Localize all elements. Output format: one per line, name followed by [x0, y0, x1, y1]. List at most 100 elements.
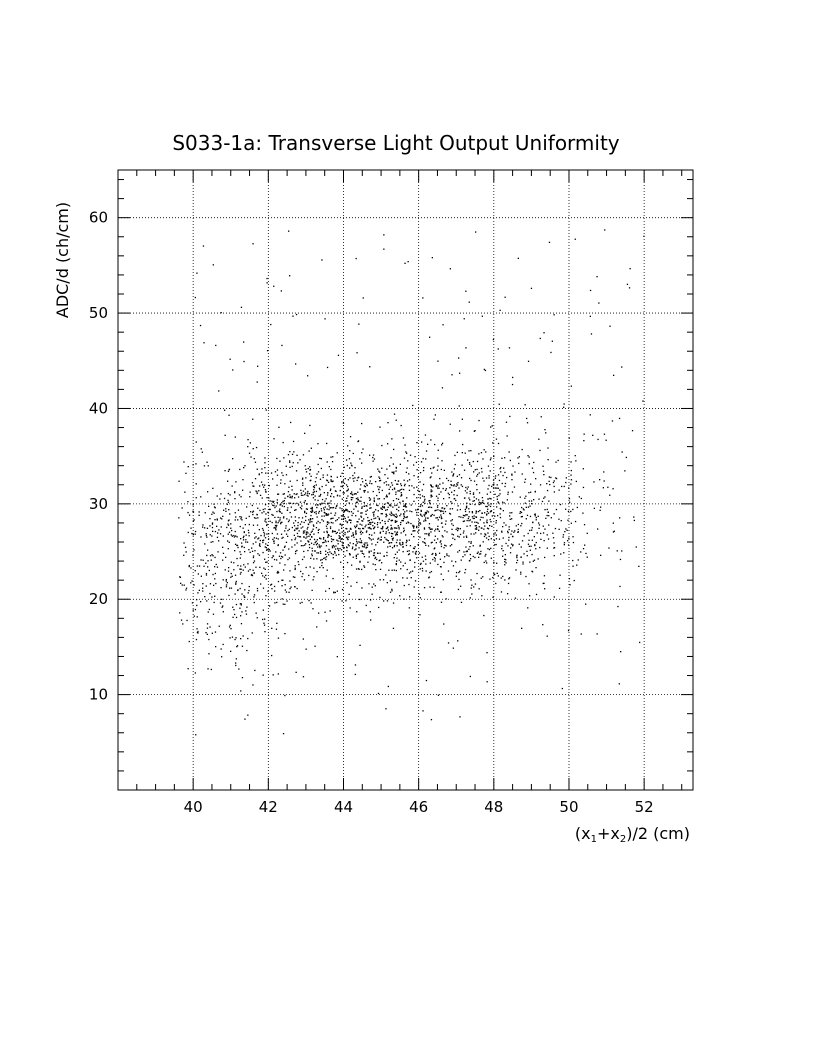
data-point: [495, 522, 497, 524]
data-point: [325, 558, 327, 561]
data-point: [305, 543, 307, 545]
data-point: [358, 547, 360, 549]
data-point: [330, 521, 332, 524]
data-point: [288, 502, 290, 504]
data-point: [300, 527, 302, 529]
data-point: [480, 467, 483, 470]
data-point: [547, 459, 549, 461]
data-point: [277, 493, 279, 495]
data-point: [269, 550, 271, 552]
data-point: [421, 495, 424, 497]
data-point: [460, 585, 462, 587]
data-point: [437, 449, 439, 451]
data-point: [383, 503, 386, 505]
data-point: [369, 527, 371, 530]
data-point: [294, 576, 296, 578]
data-point: [232, 458, 234, 460]
data-point: [243, 341, 245, 343]
data-point: [229, 587, 231, 589]
data-point: [358, 500, 361, 502]
data-point: [203, 565, 205, 567]
data-point: [286, 509, 289, 511]
data-point: [433, 557, 436, 559]
data-point: [397, 490, 399, 492]
data-point: [425, 517, 427, 519]
data-point: [240, 306, 243, 308]
data-point: [413, 547, 416, 550]
data-point: [402, 565, 404, 567]
data-point: [209, 518, 211, 520]
data-point: [438, 487, 440, 489]
data-point: [352, 543, 354, 545]
data-point: [188, 640, 190, 643]
data-point: [310, 557, 312, 559]
data-point: [300, 540, 302, 542]
data-point: [342, 485, 344, 487]
data-point: [422, 560, 425, 562]
data-point: [340, 549, 343, 551]
data-point: [391, 538, 393, 540]
data-point: [345, 600, 347, 602]
data-point: [516, 555, 518, 557]
data-point: [473, 533, 475, 535]
data-point: [346, 490, 348, 492]
data-point: [305, 468, 307, 470]
data-point: [475, 516, 477, 518]
data-point: [196, 631, 199, 634]
data-point: [461, 452, 463, 454]
data-point: [453, 468, 455, 470]
data-point: [309, 468, 312, 471]
data-point: [203, 465, 206, 467]
data-point: [519, 512, 521, 514]
data-point: [255, 612, 257, 614]
data-point: [434, 535, 436, 537]
data-point: [459, 528, 461, 530]
data-point: [427, 443, 429, 445]
data-point: [438, 530, 440, 532]
data-point: [372, 521, 374, 523]
data-point: [308, 574, 310, 577]
data-point: [356, 542, 358, 544]
data-point: [346, 497, 348, 499]
data-point: [295, 509, 297, 511]
data-point: [262, 575, 264, 577]
data-point: [372, 563, 374, 565]
data-point: [380, 539, 382, 541]
data-point: [300, 545, 303, 547]
data-point: [273, 585, 276, 588]
data-point: [302, 482, 304, 484]
data-point: [365, 604, 367, 607]
data-point: [535, 567, 537, 569]
data-point: [478, 553, 481, 555]
data-point: [374, 564, 376, 566]
data-point: [480, 502, 482, 504]
data-point: [375, 509, 377, 511]
data-point: [528, 539, 530, 541]
data-point: [314, 499, 316, 501]
data-point: [497, 575, 499, 577]
data-point: [318, 495, 320, 497]
data-point: [473, 517, 475, 520]
data-point: [296, 542, 298, 544]
data-point: [233, 609, 235, 611]
data-point: [342, 513, 344, 516]
data-point: [284, 694, 286, 697]
data-point: [352, 474, 354, 477]
data-point: [458, 405, 460, 407]
data-point: [349, 519, 351, 521]
data-point: [348, 536, 350, 538]
data-point: [283, 505, 285, 508]
data-point: [302, 477, 304, 479]
data-point: [517, 457, 519, 459]
data-point: [341, 523, 343, 526]
data-point: [316, 473, 318, 475]
data-point: [297, 504, 300, 506]
data-point: [316, 506, 318, 509]
data-point: [443, 561, 445, 564]
data-point: [406, 539, 408, 541]
data-point: [260, 481, 263, 483]
data-point: [291, 465, 293, 468]
data-point: [405, 506, 408, 508]
data-point: [229, 494, 231, 496]
data-point: [194, 672, 196, 674]
